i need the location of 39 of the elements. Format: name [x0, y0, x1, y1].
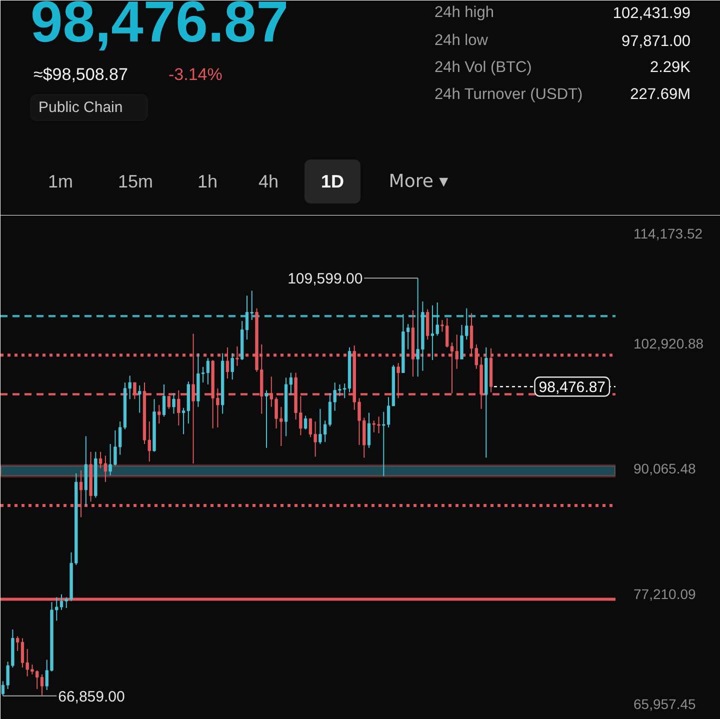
candlestick [16, 636, 20, 652]
y-tick-label: 90,065.48 [634, 460, 696, 477]
annotation: 66,859.00 [58, 688, 125, 706]
y-tick-label: 77,210.09 [634, 586, 696, 602]
candlestick [426, 308, 430, 340]
candlestick [206, 358, 210, 385]
text: 4h [258, 172, 279, 192]
text: 1m [48, 172, 74, 192]
text: 24h Vol (BTC) [434, 59, 532, 76]
candlestick [230, 352, 234, 380]
text: 97,871.00 [622, 33, 691, 50]
text: 227.69M [630, 86, 691, 103]
text: 24h Turnover (USDT) [434, 86, 583, 103]
candlestick [264, 390, 268, 448]
text: 24h low [434, 32, 489, 49]
y-tick-label: 102,920.88 [634, 335, 704, 352]
candlestick [1, 680, 5, 696]
candlestick [158, 404, 161, 424]
candlestick [172, 392, 176, 414]
y-tick-label: 114,173.52 [634, 225, 703, 242]
candlestick [304, 415, 308, 430]
text: ≈$98,508.87 [34, 65, 128, 84]
text: 2.29K [650, 59, 692, 76]
ref-line-label: 98,476.87 [538, 379, 606, 396]
text: 24h high [434, 4, 494, 21]
candlestick [367, 412, 371, 448]
annotation: 109,599.00 [288, 270, 363, 288]
text: -3.14% [168, 65, 222, 84]
text: 15m [118, 172, 154, 192]
candlestick [108, 444, 112, 476]
candlestick [138, 384, 142, 414]
candlestick [162, 384, 166, 418]
y-tick-label: 65,957.45 [634, 696, 696, 712]
text: Public Chain [38, 99, 123, 116]
chart-title: 98,476.87 [30, 0, 289, 54]
text: More ▾ [388, 171, 448, 192]
text: 1D [320, 172, 344, 192]
text: 102,431.99 [612, 5, 690, 22]
text: 1h [197, 172, 218, 192]
